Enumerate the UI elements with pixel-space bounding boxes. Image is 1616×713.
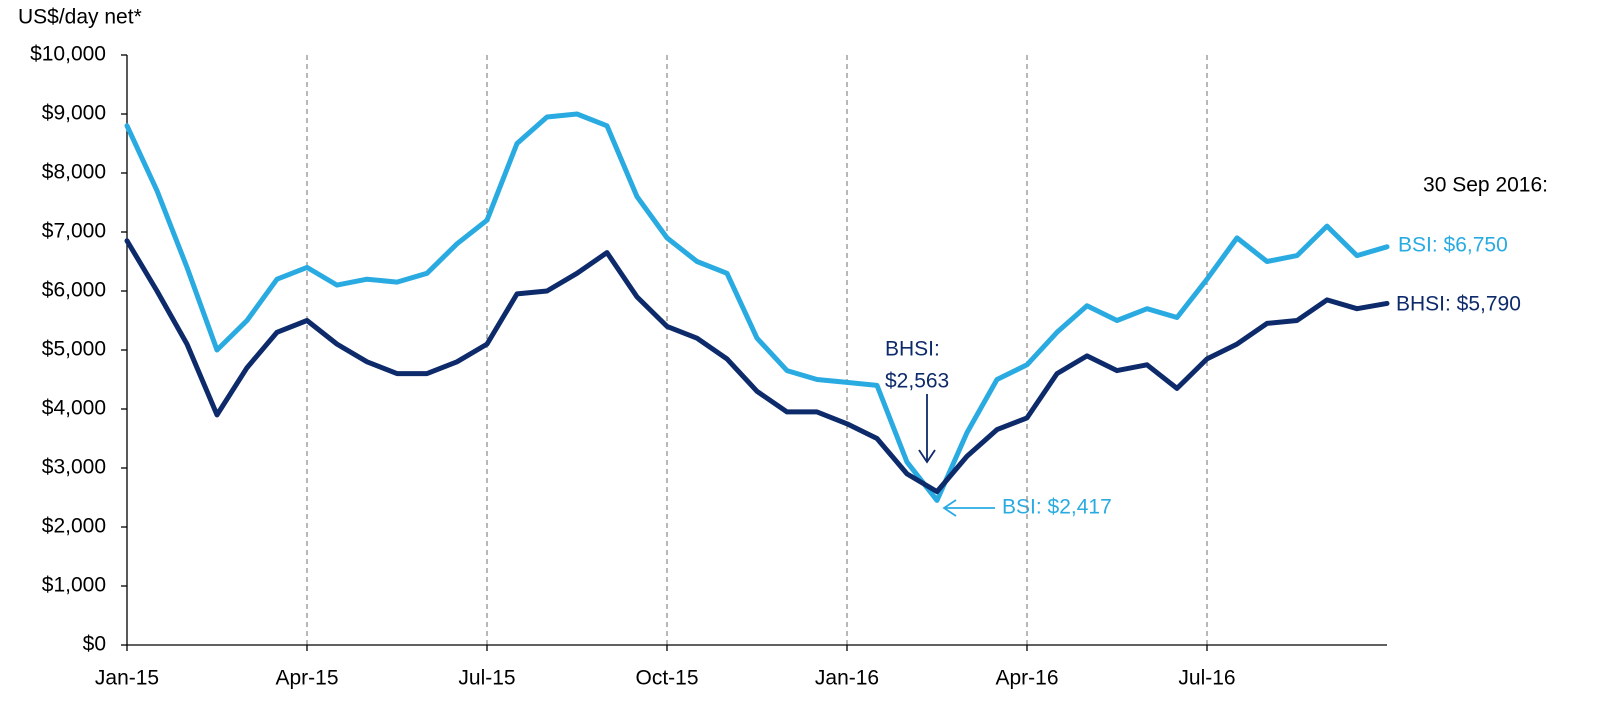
x-tick-label: Apr-15 xyxy=(275,667,338,690)
y-tick-label: $6,000 xyxy=(42,279,106,302)
x-tick-label: Jul-15 xyxy=(458,667,515,690)
annotation: BSI: $2,417 xyxy=(1002,496,1112,519)
y-tick-label: $5,000 xyxy=(42,338,106,361)
arrow xyxy=(942,499,995,517)
y-tick-label: $8,000 xyxy=(42,161,106,184)
line-series xyxy=(124,238,1390,495)
x-tick-label: Jan-15 xyxy=(95,667,159,690)
y-tick-label: $10,000 xyxy=(30,43,106,66)
y-tick-label: $4,000 xyxy=(42,397,106,420)
x-tick-label: Jan-16 xyxy=(815,667,879,690)
y-tick-label: $2,000 xyxy=(42,515,106,538)
annotation: $2,563 xyxy=(885,370,949,393)
y-tick-label: $7,000 xyxy=(42,220,106,243)
x-tick-label: Oct-15 xyxy=(635,667,698,690)
y-axis-label: US$/day net* xyxy=(18,6,142,29)
y-tick-label: $0 xyxy=(83,633,106,656)
line-series xyxy=(124,111,1390,503)
y-tick-label: $3,000 xyxy=(42,456,106,479)
x-tick-label: Jul-16 xyxy=(1178,667,1235,690)
y-tick-label: $1,000 xyxy=(42,574,106,597)
y-tick-label: $9,000 xyxy=(42,102,106,125)
annotation: BHSI: xyxy=(885,338,940,361)
annotation: BHSI: $5,790 xyxy=(1396,293,1521,316)
arrow xyxy=(918,394,936,464)
annotation: 30 Sep 2016: xyxy=(1423,174,1548,197)
annotation: BSI: $6,750 xyxy=(1398,234,1508,257)
x-tick-label: Apr-16 xyxy=(995,667,1058,690)
